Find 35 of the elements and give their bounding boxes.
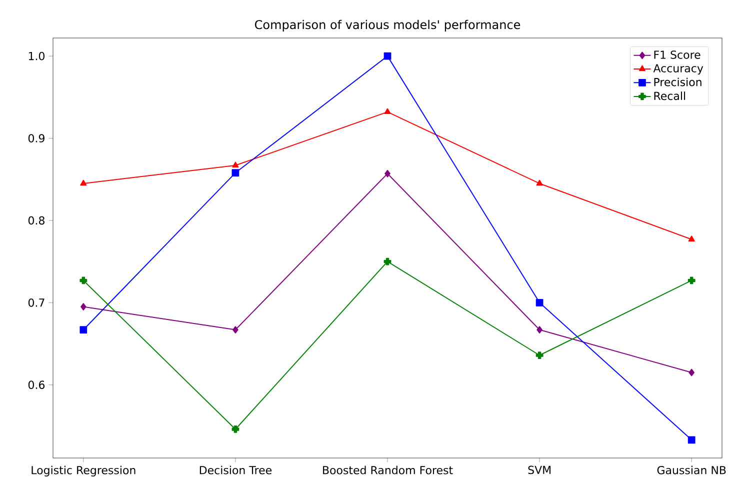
point [688,436,696,444]
point [384,52,392,60]
legend-label: Accuracy [653,64,704,75]
legend-label: F1 Score [654,50,700,59]
y-tick-label: 0.6 [28,380,45,390]
point [232,162,239,168]
legend-label: Recall [654,92,686,100]
point [232,169,240,176]
point [688,236,695,242]
point [536,326,542,334]
point [80,276,88,284]
x-tick-label: Gaussian NB [657,466,726,474]
point [536,352,544,359]
x-tick-label: Boosted Random Forest [323,466,453,474]
point [80,326,88,334]
point [384,108,391,114]
point [384,258,392,266]
x-tick-label: SVM [528,466,550,474]
point [232,326,238,334]
point [688,368,694,376]
x-tick-label: Decision Tree [200,466,272,474]
y-tick-label: 0.9 [28,134,44,142]
legend-label: Precision [654,78,702,86]
chart-title: Comparison of various models' performance [254,20,520,32]
point [536,298,544,306]
point [688,276,696,284]
y-tick-label: 0.7 [28,298,44,307]
x-tick-label: Logistic Regression [32,466,136,476]
point [232,426,240,433]
point [80,180,87,186]
y-tick-label: 1.0 [28,52,44,60]
point [384,170,390,178]
point [80,303,86,310]
point [536,180,543,186]
y-tick-label: 0.8 [28,216,44,225]
